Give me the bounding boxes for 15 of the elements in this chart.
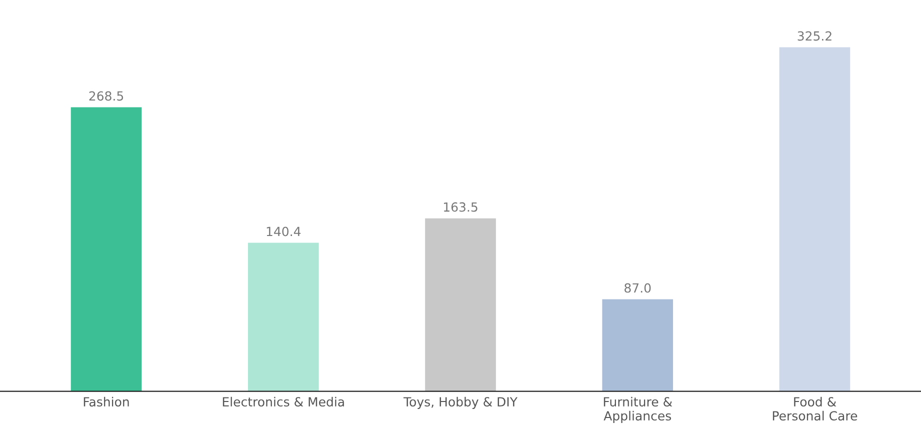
bar xyxy=(779,47,850,392)
data-label: 140.4 xyxy=(266,226,301,236)
x-tick-label: Fashion xyxy=(84,396,129,407)
x-tick-label: Electronics & Media xyxy=(222,396,344,407)
bar xyxy=(602,299,674,392)
data-label: 163.5 xyxy=(444,202,478,212)
bar xyxy=(248,242,319,392)
data-label: 325.2 xyxy=(798,31,832,41)
x-tick-label: Food & Personal Care xyxy=(772,396,858,421)
data-label: 87.0 xyxy=(624,283,651,293)
data-label: 268.5 xyxy=(89,91,124,101)
x-tick-label: Toys, Hobby & DIY xyxy=(403,396,518,409)
bar xyxy=(70,107,142,392)
bar xyxy=(425,218,496,392)
x-tick-label: Furniture & Appliances xyxy=(604,396,672,423)
